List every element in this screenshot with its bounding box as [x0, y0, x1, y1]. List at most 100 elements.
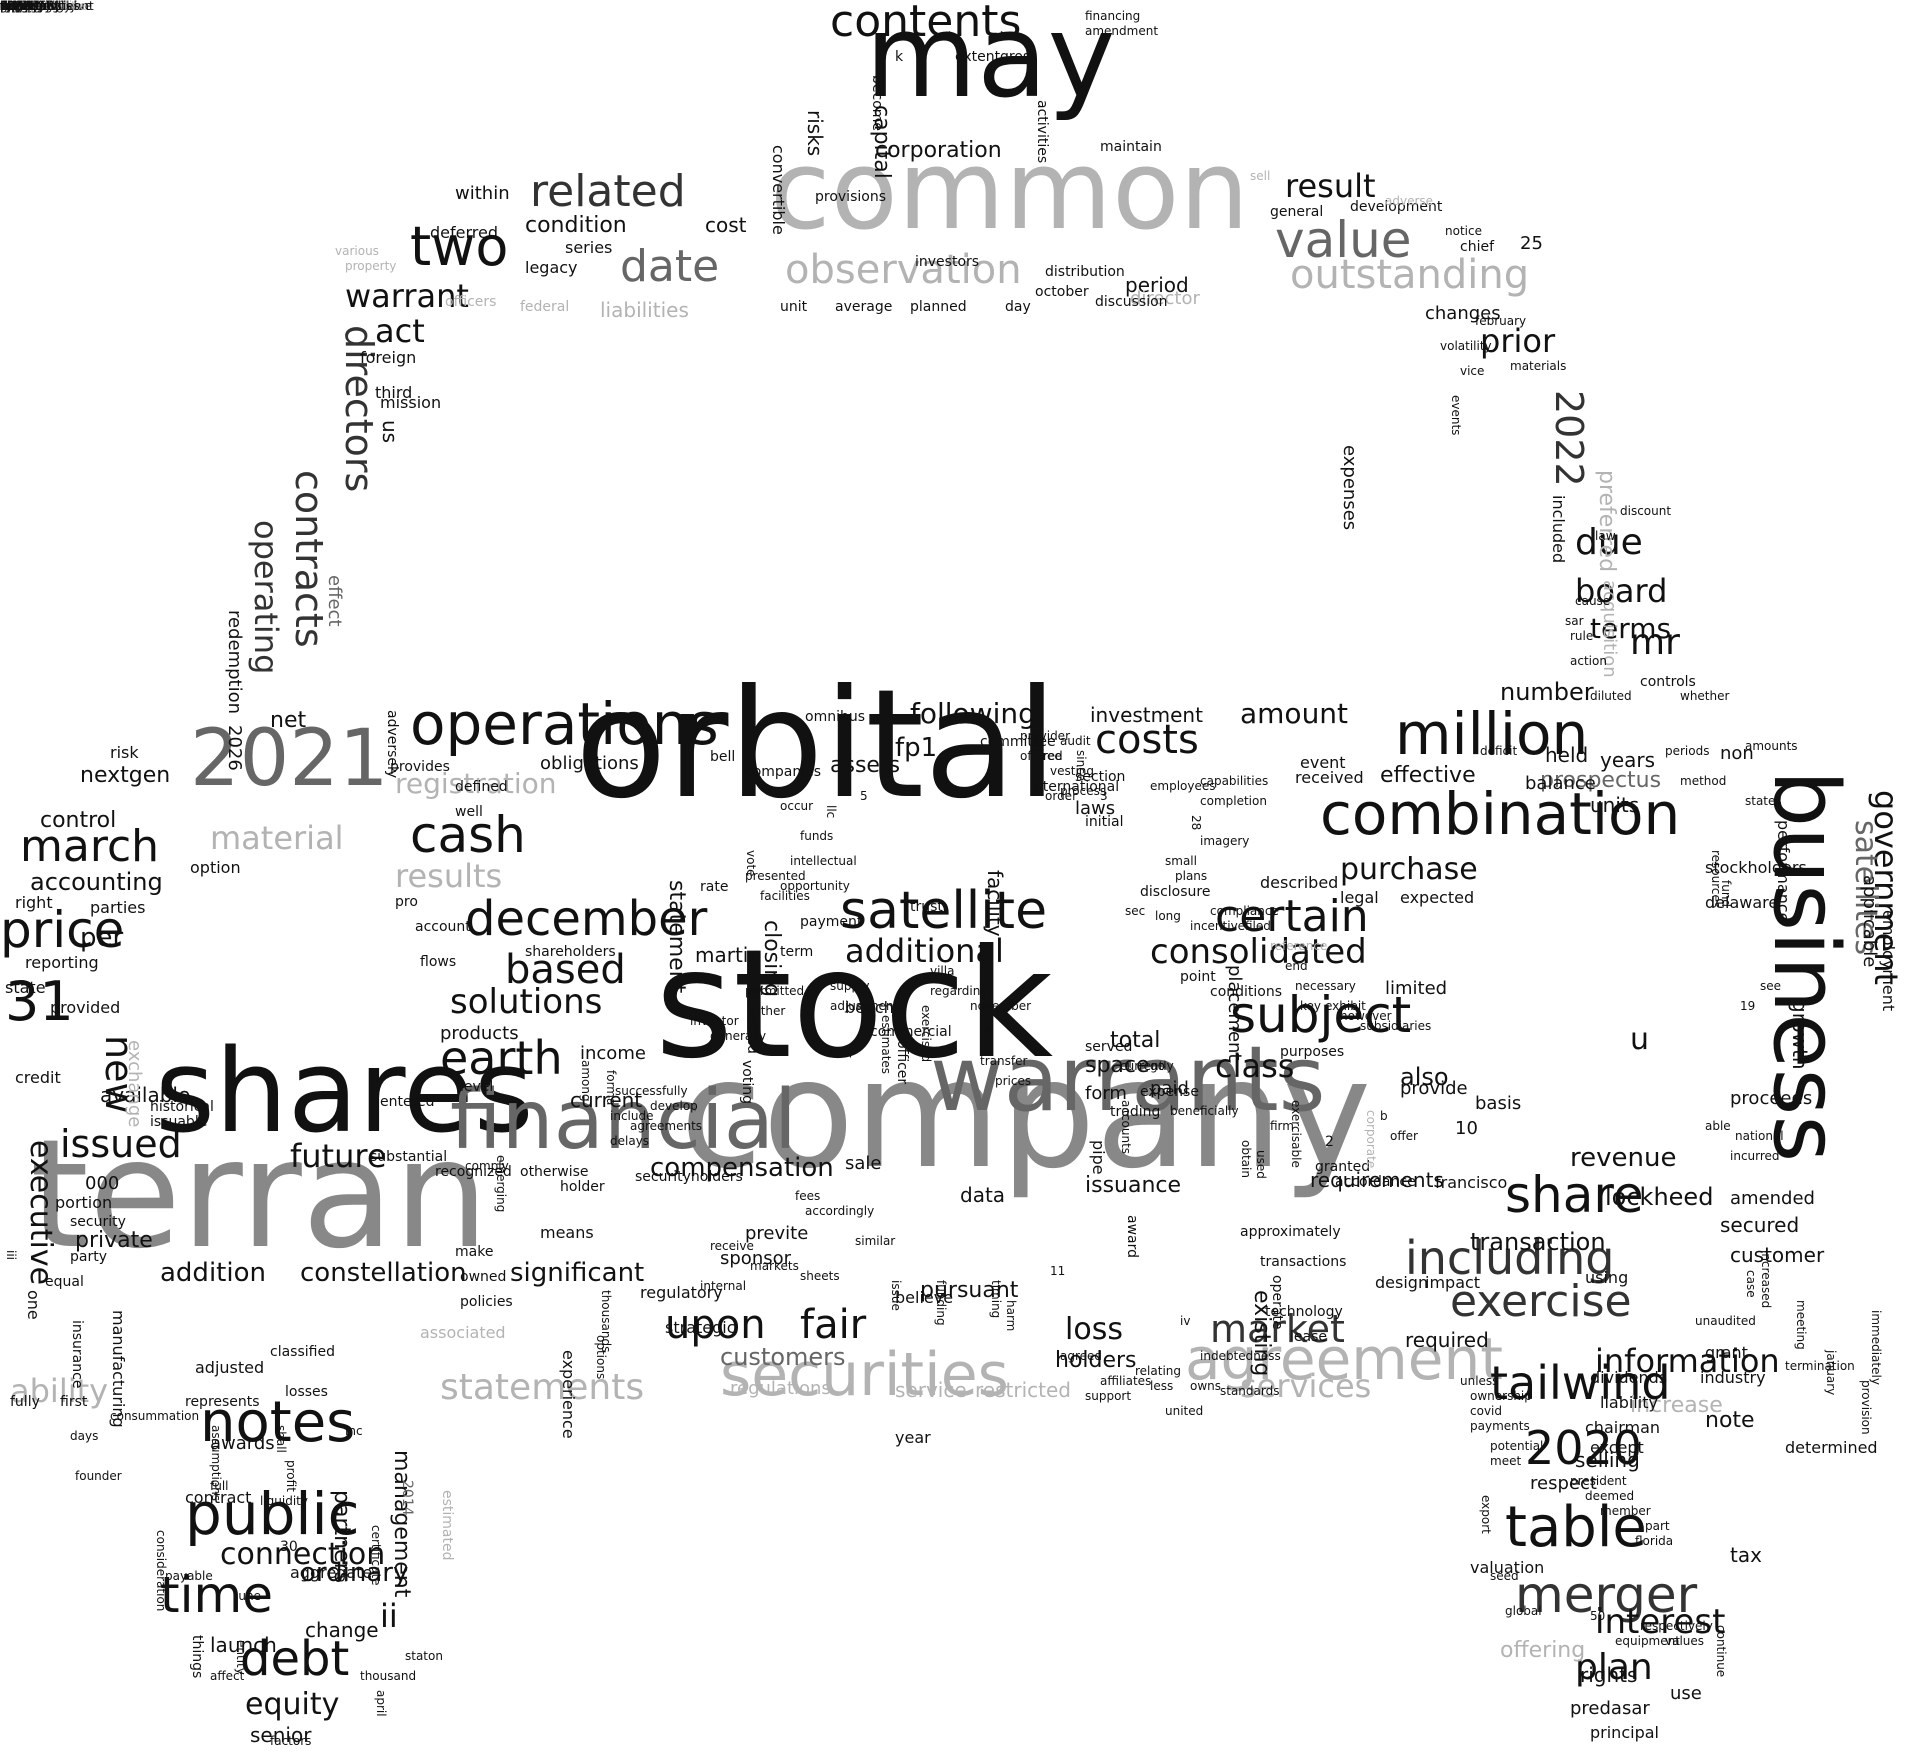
- cloud-word: consummation: [110, 1409, 200, 1423]
- cloud-word: deficit: [1480, 744, 1518, 758]
- cloud-word: international: [1030, 779, 1120, 795]
- cloud-word: constellation: [300, 1258, 467, 1288]
- cloud-word: person: [0, 0, 42, 13]
- cloud-word: facility: [983, 870, 1007, 937]
- cloud-word: industry: [1700, 1368, 1766, 1387]
- cloud-word: june: [235, 1589, 261, 1603]
- cloud-word: adversely: [384, 710, 400, 779]
- cloud-word: addition: [160, 1258, 266, 1288]
- cloud-word: risk: [110, 743, 139, 762]
- cloud-word: 15: [0, 0, 16, 13]
- cloud-word: purchase: [1340, 852, 1478, 887]
- cloud-word: values: [1665, 1634, 1705, 1648]
- cloud-word: employees: [1150, 779, 1216, 793]
- cloud-word: contract: [185, 1488, 252, 1507]
- cloud-word: vote: [744, 850, 758, 877]
- cloud-word: base: [0, 0, 29, 13]
- cloud-word: corporate: [1364, 1110, 1378, 1169]
- cloud-word: committee: [980, 734, 1056, 750]
- cloud-word: expect: [0, 0, 41, 13]
- cloud-word: voting: [739, 1060, 755, 1104]
- cloud-word: standards: [1220, 1384, 1280, 1398]
- cloud-word: companies: [745, 764, 822, 780]
- cloud-word: potential: [1490, 1439, 1544, 1453]
- cloud-word: redemption: [224, 610, 245, 715]
- cloud-word: subsidiary: [0, 0, 62, 13]
- cloud-word: opportunities: [0, 0, 80, 13]
- cloud-word: exhibit: [1325, 999, 1366, 1013]
- cloud-word: equipment: [1615, 1634, 1680, 1648]
- cloud-word: portion: [55, 1193, 113, 1212]
- cloud-word: officers: [445, 294, 497, 310]
- cloud-word: b: [1380, 1109, 1388, 1123]
- cloud-word: comply: [465, 1159, 509, 1173]
- cloud-word: claims: [0, 0, 39, 13]
- cloud-word: amendment: [1085, 24, 1159, 38]
- cloud-word: common: [770, 126, 1250, 254]
- cloud-word: investors: [915, 254, 980, 270]
- cloud-word: respect: [1530, 1473, 1597, 1494]
- cloud-word: certificate: [369, 1525, 383, 1586]
- cloud-word: f: [0, 0, 5, 13]
- cloud-word: incorporation: [0, 0, 81, 13]
- cloud-word: provider: [1020, 729, 1070, 743]
- cloud-word: revenues: [0, 0, 56, 13]
- cloud-word: increase: [1630, 1393, 1723, 1418]
- cloud-word: tyvak: [0, 0, 34, 13]
- cloud-word: go: [1150, 1059, 1165, 1073]
- cloud-word: capabilities: [1200, 774, 1269, 788]
- cloud-word: effect: [324, 575, 345, 627]
- cloud-word: reporting: [25, 953, 99, 972]
- cloud-word: whether: [1680, 689, 1730, 703]
- cloud-word: due: [1575, 522, 1643, 563]
- cloud-word: form: [1085, 1083, 1127, 1104]
- cloud-word: adjustments: [830, 999, 905, 1013]
- cloud-word: thousand: [360, 1669, 417, 1683]
- cloud-word: see: [1760, 979, 1782, 993]
- cloud-word: sheets: [800, 1269, 840, 1283]
- cloud-word: export: [1479, 1495, 1493, 1534]
- cloud-word: incurred: [1730, 1149, 1780, 1163]
- cloud-word: placement: [1224, 965, 1245, 1061]
- cloud-word: corp: [830, 1044, 857, 1058]
- cloud-word: interest: [1595, 1602, 1726, 1642]
- cloud-word: contents: [830, 0, 1022, 47]
- cloud-word: table: [1505, 1495, 1647, 1560]
- cloud-word: 9: [0, 0, 8, 13]
- cloud-word: restrictions: [0, 0, 68, 13]
- cloud-word: require: [0, 0, 43, 13]
- cloud-word: sponsor: [720, 1248, 792, 1269]
- cloud-word: account: [415, 919, 471, 935]
- cloud-word: sale: [845, 1153, 882, 1174]
- cloud-word: sar: [1565, 614, 1584, 628]
- cloud-word: series: [565, 238, 613, 257]
- cloud-word: combination: [1320, 780, 1681, 848]
- cloud-word: successfully: [615, 1084, 688, 1098]
- cloud-word: paid: [1150, 1078, 1189, 1099]
- cloud-word: less: [1150, 1379, 1174, 1393]
- cloud-word: service: [895, 1378, 967, 1402]
- cloud-word: entered: [380, 1094, 435, 1110]
- cloud-word: 25: [1520, 233, 1543, 254]
- cloud-word: action: [1570, 654, 1607, 668]
- cloud-word: disclosure: [1140, 884, 1211, 900]
- cloud-word: harm: [1004, 1300, 1018, 1332]
- cloud-word: liquidation: [0, 0, 64, 13]
- cloud-word: requirements: [1310, 1168, 1444, 1192]
- cloud-word: payable: [165, 1569, 213, 1583]
- cloud-word: accounting: [30, 868, 163, 896]
- cloud-word: warrants: [930, 1027, 1326, 1132]
- cloud-word: pricing: [0, 0, 42, 13]
- cloud-word: limited: [1385, 978, 1448, 999]
- cloud-word: 1: [0, 0, 8, 13]
- cloud-word: ordinary: [300, 1558, 409, 1588]
- cloud-word: omnibus: [805, 709, 866, 725]
- cloud-word: information: [1595, 1342, 1780, 1380]
- cloud-word: incentive: [1190, 919, 1246, 933]
- cloud-word: securities: [720, 1340, 1009, 1410]
- cloud-word: small: [1165, 854, 1197, 868]
- cloud-word: flows: [420, 954, 457, 970]
- cloud-word: equity: [245, 1687, 340, 1722]
- cloud-word: iii: [4, 1250, 18, 1261]
- cloud-word: 28: [1189, 815, 1203, 831]
